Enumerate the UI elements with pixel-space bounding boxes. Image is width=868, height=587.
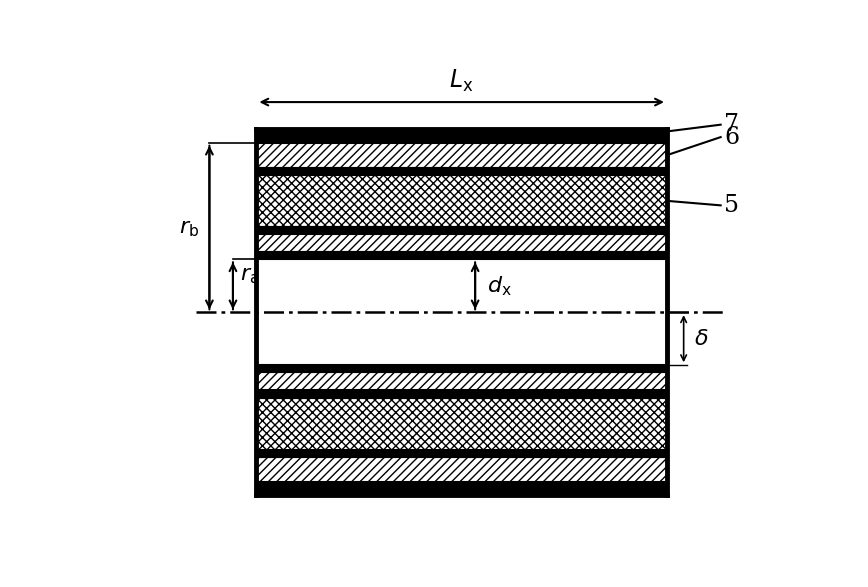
Bar — [257, 175, 667, 227]
Text: 5: 5 — [724, 194, 739, 217]
Bar — [257, 390, 667, 397]
Bar — [257, 397, 667, 450]
Text: 7: 7 — [724, 113, 739, 136]
Bar — [257, 457, 667, 482]
Bar — [257, 450, 667, 457]
Bar — [257, 234, 667, 252]
Text: $d_{\mathrm{x}}$: $d_{\mathrm{x}}$ — [487, 274, 512, 298]
Bar — [257, 168, 667, 175]
Bar — [257, 143, 667, 168]
Text: $r_{\mathrm{b}}$: $r_{\mathrm{b}}$ — [179, 217, 200, 238]
Text: $\delta$: $\delta$ — [694, 328, 708, 350]
Bar — [257, 482, 667, 495]
Bar — [257, 365, 667, 372]
Bar — [257, 227, 667, 234]
Bar — [257, 129, 667, 143]
Text: 6: 6 — [724, 126, 740, 149]
Text: $r_{\mathrm{a}}$: $r_{\mathrm{a}}$ — [240, 264, 259, 285]
Bar — [257, 372, 667, 390]
Text: $L_{\mathrm{x}}$: $L_{\mathrm{x}}$ — [450, 68, 474, 94]
Bar — [257, 252, 667, 259]
